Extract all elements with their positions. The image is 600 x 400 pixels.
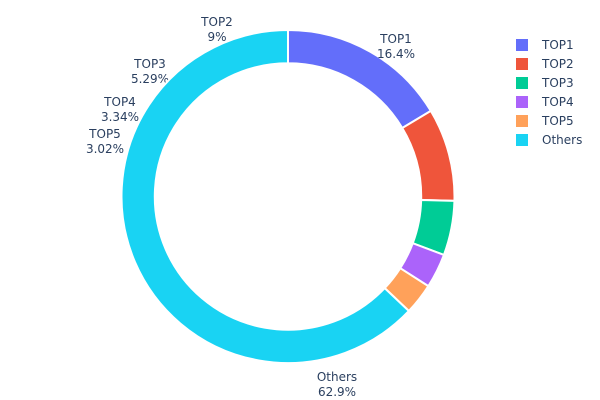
legend-item-top1[interactable]: TOP1 — [516, 38, 574, 52]
legend-swatch — [516, 96, 528, 108]
slice-value-label: 5.29% — [131, 72, 169, 86]
slice-label: TOP4 — [103, 95, 136, 109]
legend-label: TOP2 — [541, 57, 574, 71]
legend-item-top2[interactable]: TOP2 — [516, 57, 574, 71]
slice-value-label: 62.9% — [318, 385, 356, 399]
legend-swatch — [516, 115, 528, 127]
legend-label: TOP4 — [541, 95, 574, 109]
legend-swatch — [516, 39, 528, 51]
slice-label: TOP1 — [379, 32, 412, 46]
legend-label: TOP5 — [541, 114, 574, 128]
legend-item-top5[interactable]: TOP5 — [516, 114, 574, 128]
legend-label: Others — [542, 133, 582, 147]
slice-top2[interactable] — [400, 109, 456, 202]
slice-label: Others — [317, 370, 357, 384]
slice-value-label: 3.34% — [101, 110, 139, 124]
slice-value-label: 9% — [207, 30, 226, 44]
slice-value-label: 3.02% — [86, 142, 124, 156]
slice-label: TOP2 — [200, 15, 233, 29]
legend-swatch — [516, 58, 528, 70]
slice-label: TOP5 — [88, 127, 121, 141]
slice-value-label: 16.4% — [377, 47, 415, 61]
legend-item-top3[interactable]: TOP3 — [516, 76, 574, 90]
legend-label: TOP3 — [541, 76, 574, 90]
slice-others[interactable] — [120, 28, 411, 364]
legend-swatch — [516, 77, 528, 89]
legend-label: TOP1 — [541, 38, 574, 52]
legend-item-others[interactable]: Others — [516, 133, 582, 147]
legend-swatch — [516, 134, 528, 146]
slice-label: TOP3 — [133, 57, 166, 71]
legend-item-top4[interactable]: TOP4 — [516, 95, 574, 109]
